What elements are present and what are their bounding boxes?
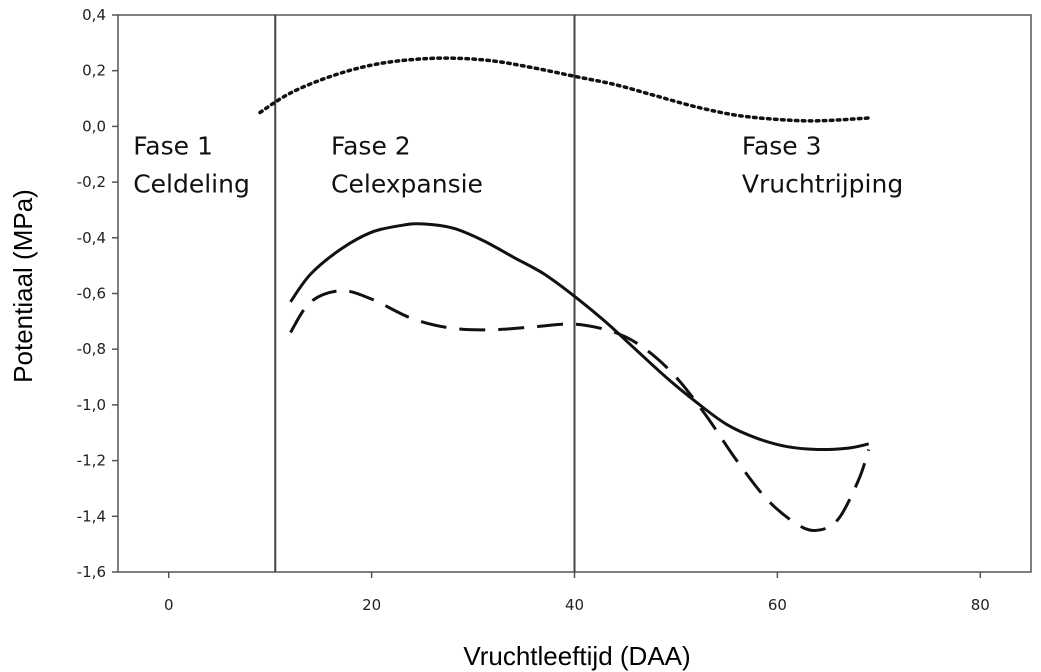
phase-name: Fase 3 bbox=[742, 131, 822, 160]
y-tick-label: 0,0 bbox=[82, 117, 106, 135]
y-tick-label: -1,2 bbox=[77, 452, 106, 470]
phase-name: Fase 2 bbox=[331, 131, 411, 160]
x-tick-label: 80 bbox=[971, 596, 990, 614]
x-axis-title: Vruchtleeftijd (DAA) bbox=[463, 641, 690, 671]
phase-name: Fase 1 bbox=[133, 131, 213, 160]
y-tick-label: -0,8 bbox=[77, 340, 106, 358]
phase-label-3: Fase 3 Vruchtrijping bbox=[742, 131, 903, 198]
y-tick-label: -1,0 bbox=[77, 396, 106, 414]
series-line-solid bbox=[289, 222, 870, 452]
phase-description: Celexpansie bbox=[331, 169, 483, 198]
y-tick-label: 0,4 bbox=[82, 6, 106, 24]
y-tick-label: -0,2 bbox=[77, 173, 106, 191]
phase-label-2: Fase 2 Celexpansie bbox=[331, 131, 483, 198]
series-layer bbox=[258, 56, 871, 532]
x-tick-label: 20 bbox=[362, 596, 381, 614]
plot-area: 0,4 0,2 0,0 -0,2 -0,4 -0,6 -0,8 -1,0 -1,2 -1,4 -1,… bbox=[77, 6, 1032, 614]
y-axis-title: Potentiaal (MPa) bbox=[8, 189, 38, 383]
y-tick-label: -1,4 bbox=[77, 507, 106, 525]
series-line-dashed bbox=[289, 289, 871, 532]
y-tick-label: -0,4 bbox=[77, 229, 106, 247]
x-tick-label: 40 bbox=[565, 596, 584, 614]
x-tick-label: 60 bbox=[768, 596, 787, 614]
x-tick-label: 0 bbox=[164, 596, 174, 614]
y-tick-label: -0,6 bbox=[77, 285, 106, 303]
series-line-dotted bbox=[258, 56, 871, 123]
y-tick-label: -1,6 bbox=[77, 563, 106, 581]
phase-label-1: Fase 1 Celdeling bbox=[133, 131, 250, 198]
phase-labels: Fase 1 Celdeling Fase 2 Celexpansie Fase 3 Vr… bbox=[133, 131, 903, 198]
y-tick-label: 0,2 bbox=[82, 62, 106, 80]
phase-description: Celdeling bbox=[133, 169, 250, 198]
phase-description: Vruchtrijping bbox=[742, 169, 903, 198]
